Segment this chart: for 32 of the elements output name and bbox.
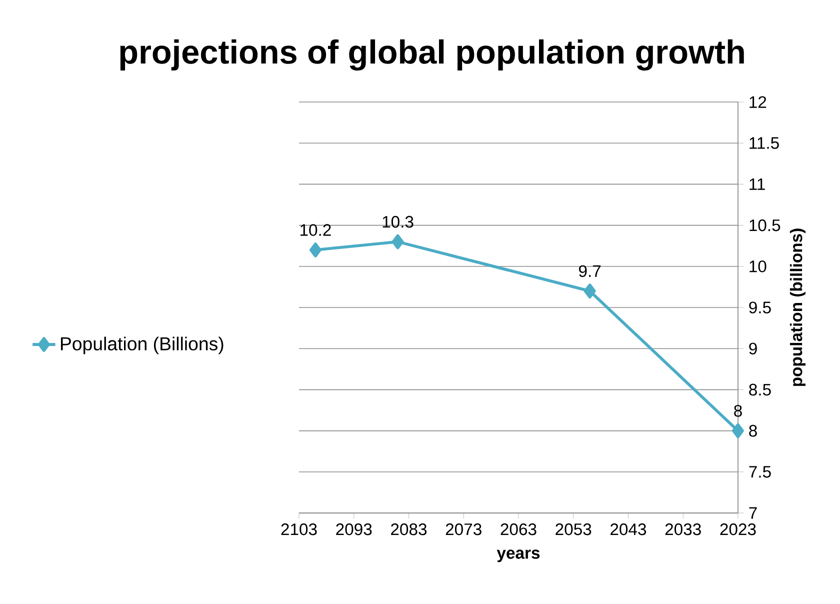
data-label: 9.7	[579, 265, 601, 278]
y-tick-label: 10.5	[750, 219, 780, 232]
chart-title: projections of global population growth	[120, 39, 744, 71]
point	[732, 423, 744, 438]
data-label: 10.3	[382, 216, 414, 228]
point	[392, 234, 404, 250]
x-tick-label: 2103	[281, 523, 317, 536]
y-tick-label: 7	[749, 507, 757, 519]
x-tick-label: 2083	[391, 523, 427, 536]
data-label: 8	[734, 404, 742, 417]
y-axis-title: population (billions)	[790, 228, 806, 386]
y-tick-label: 11.5	[750, 137, 779, 149]
data-label: 10.2	[300, 224, 331, 236]
x-tick-label: 2043	[610, 523, 646, 536]
point	[584, 284, 596, 299]
x-tick-label: 2093	[336, 523, 372, 536]
x-axis-title: years	[496, 550, 540, 562]
point	[309, 242, 322, 258]
y-tick-label: 7.5	[749, 466, 771, 478]
y-tick-label: 10	[750, 260, 766, 272]
x-tick-label: 2033	[665, 523, 701, 536]
x-tick-label: 2053	[556, 523, 592, 536]
legend-label: Population (Billions)	[60, 336, 224, 354]
y-tick-label: 12	[750, 96, 766, 108]
y-tick-label: 9.5	[749, 302, 771, 314]
y-tick-label: 11	[750, 178, 765, 190]
x-tick-label: 2073	[446, 523, 482, 536]
y-tick-label: 9	[749, 342, 757, 354]
y-tick-label: 8.5	[749, 384, 771, 396]
x-tick-label: 2063	[500, 523, 536, 536]
x-tick-label: 2023	[720, 523, 756, 536]
y-tick-label: 8	[749, 424, 757, 437]
